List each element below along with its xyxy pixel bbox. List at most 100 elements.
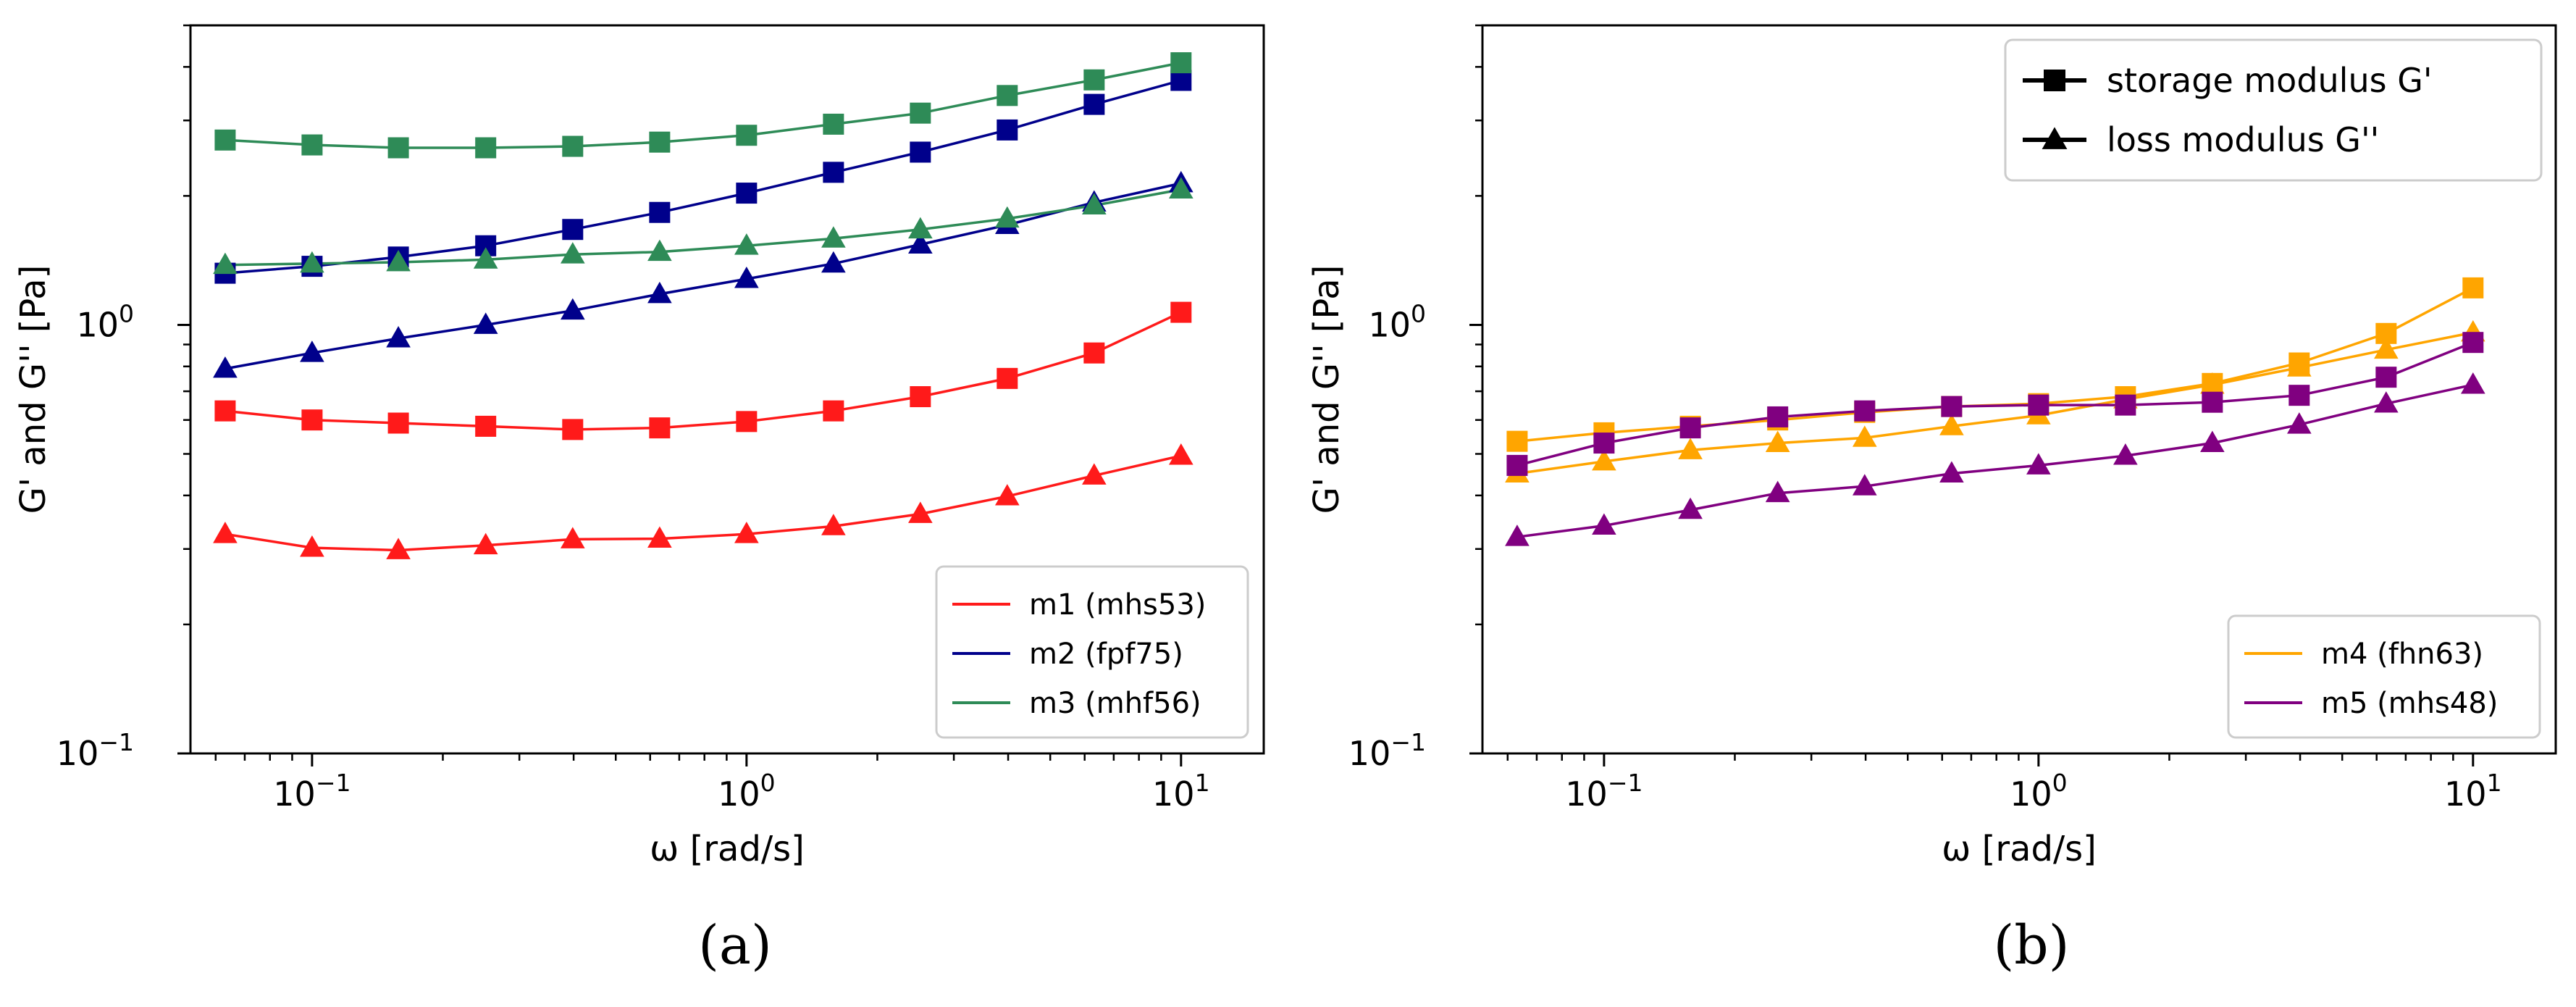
data-point-triangle [213, 356, 238, 378]
data-point-square [2462, 277, 2484, 298]
data-point-square [1506, 454, 1528, 476]
data-point-triangle [995, 484, 1020, 506]
data-point-triangle [821, 251, 846, 273]
data-point-square [649, 417, 671, 439]
square-marker-icon [2044, 70, 2065, 91]
data-point-triangle [734, 233, 759, 255]
marker-legend-label: loss modulus G'' [2107, 120, 2379, 159]
marker-legend-box [2004, 38, 2543, 182]
data-point-triangle [473, 312, 498, 334]
data-point-triangle [647, 526, 672, 548]
data-point-triangle [647, 281, 672, 304]
y-axis-label: G' and G'' [Pa] [13, 265, 54, 514]
data-point-square [736, 411, 758, 433]
data-point-triangle [1678, 438, 1703, 459]
data-point-square [562, 419, 584, 440]
series-line [225, 61, 1182, 149]
series-line [1516, 341, 2474, 467]
data-point-triangle [560, 242, 585, 264]
legend-label: m4 (fhn63) [2321, 638, 2483, 671]
data-point-square [736, 183, 758, 204]
y-tick-label: 100 [76, 299, 134, 344]
x-axis-label: ω [rad/s] [1942, 829, 2097, 869]
y-axis-label: G' and G'' [Pa] [1306, 265, 1347, 514]
data-point-square [301, 134, 323, 156]
data-point-triangle [1168, 443, 1193, 465]
data-point-triangle [734, 266, 759, 288]
data-point-square [562, 219, 584, 241]
data-point-triangle [1852, 425, 1877, 447]
data-point-triangle [473, 247, 498, 269]
data-point-square [997, 119, 1018, 141]
data-point-square [910, 102, 931, 124]
panel-a-label: (a) [698, 914, 772, 977]
data-point-triangle [300, 251, 324, 273]
data-point-triangle [1168, 177, 1193, 199]
data-point-square [1170, 301, 1192, 323]
legend-box [935, 565, 1249, 739]
data-point-square [2202, 391, 2223, 413]
data-point-square [1170, 70, 1192, 91]
data-point-triangle [2287, 412, 2312, 434]
legend-label: m2 (fpf75) [1029, 638, 1183, 671]
data-point-square [2462, 332, 2484, 354]
data-point-square [1083, 342, 1105, 364]
data-point-square [1679, 417, 1701, 439]
data-point-triangle [2374, 391, 2399, 413]
data-point-triangle [1765, 480, 1790, 503]
data-point-square [1083, 69, 1105, 91]
data-point-square [997, 85, 1018, 106]
data-point-triangle [1082, 193, 1107, 214]
series-line [225, 79, 1182, 275]
data-point-square [823, 400, 844, 422]
triangle-marker-icon [2042, 127, 2068, 149]
data-point-triangle [300, 535, 324, 557]
data-point-square [1170, 52, 1192, 74]
data-point-square [214, 129, 236, 151]
series-line [225, 188, 1182, 267]
data-point-triangle [2026, 453, 2051, 475]
data-point-triangle [1939, 461, 1964, 482]
data-point-triangle [1505, 525, 1530, 546]
data-point-triangle [908, 501, 933, 523]
x-tick-label: 100 [2010, 769, 2068, 814]
data-point-triangle [821, 226, 846, 248]
data-point-triangle [908, 217, 933, 239]
data-point-square [2115, 394, 2136, 416]
data-point-square [2288, 385, 2310, 406]
data-point-triangle [2287, 355, 2312, 377]
data-point-triangle [647, 239, 672, 262]
data-point-square [2028, 394, 2050, 416]
x-axis-label: ω [rad/s] [650, 829, 805, 869]
series-line [225, 311, 1182, 431]
x-tick-label: 100 [718, 769, 776, 814]
data-point-triangle [300, 340, 324, 362]
data-point-square [214, 400, 236, 422]
legend-label: m3 (mhf56) [1029, 687, 1201, 720]
plot-frame [189, 24, 1265, 755]
series-line [225, 454, 1182, 552]
data-point-triangle [386, 538, 411, 559]
legend-box [2227, 614, 2541, 739]
data-point-square [1506, 430, 1528, 452]
y-tick-label: 10−1 [56, 728, 134, 773]
data-point-square [2375, 367, 2397, 388]
legend-label: m5 (mhs48) [2321, 687, 2498, 720]
data-point-square [823, 162, 844, 183]
data-point-square [910, 386, 931, 408]
data-point-triangle [386, 249, 411, 272]
data-point-triangle [2200, 372, 2225, 394]
data-point-triangle [473, 532, 498, 555]
panel-b-label: (b) [1993, 914, 2069, 977]
panel-a-chart: 10−1 100 101 10−1 100 ω [rad/s] G' and G'' [Pa… [13, 24, 1265, 869]
data-point-triangle [1852, 474, 1877, 496]
panel-b-chart: 10−1 100 101 10−1 100 ω [rad/s] G' and G'' [Pa… [1306, 24, 2557, 869]
legend-label: m1 (mhs53) [1029, 588, 1206, 622]
data-point-triangle [2460, 372, 2485, 394]
data-point-triangle [560, 298, 585, 320]
data-point-triangle [213, 252, 238, 275]
data-point-square [649, 131, 671, 153]
data-point-triangle [2374, 337, 2399, 359]
data-point-triangle [386, 326, 411, 348]
plot-frame [1481, 24, 2557, 755]
